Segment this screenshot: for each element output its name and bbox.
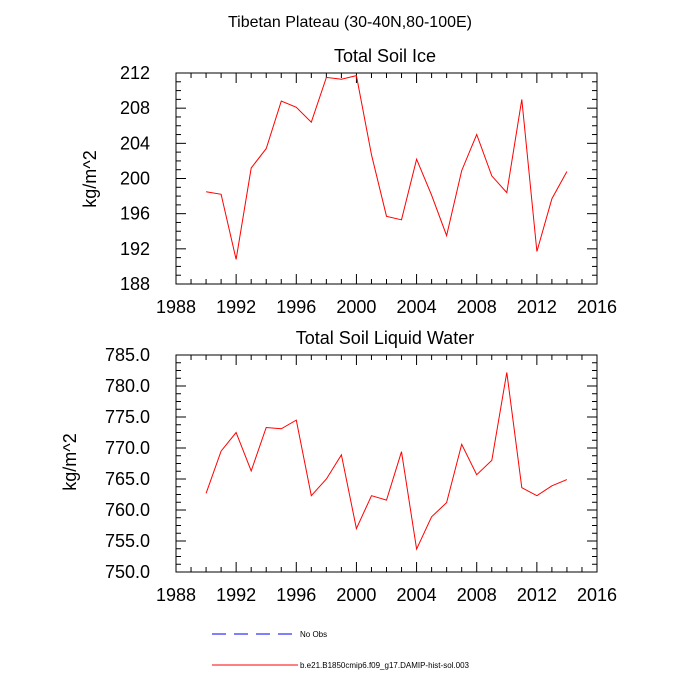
- panel-title: Total Soil Liquid Water: [296, 328, 474, 348]
- legend-label-no-obs: No Obs: [300, 630, 327, 639]
- x-tick-label: 2004: [397, 585, 437, 605]
- x-tick-label: 1992: [216, 585, 256, 605]
- series-line: [205, 372, 568, 551]
- series-line: [206, 74, 568, 260]
- chart-panel-soil-ice: Total Soil Ice kg/m^2 1988 1992 1996 2000 20…: [80, 46, 617, 317]
- y-axis-label: kg/m^2: [80, 150, 100, 207]
- plot-frame: [175, 354, 598, 573]
- chart-panel-soil-liquid-water: Total Soil Liquid Water kg/m^2 1988 1992 1…: [60, 328, 617, 605]
- y-tick-label: 765.0: [105, 469, 150, 489]
- x-tick-label: 1988: [156, 297, 196, 317]
- x-tick-label: 2012: [517, 297, 557, 317]
- y-tick-label: 192: [120, 239, 150, 259]
- y-tick-label: 755.0: [105, 531, 150, 551]
- x-tick-label: 1988: [156, 585, 196, 605]
- x-tick-label: 2016: [577, 297, 617, 317]
- panel-title: Total Soil Ice: [334, 46, 436, 66]
- y-tick-label: 204: [120, 133, 150, 153]
- legend: No Obs b.e21.B1850cmip6.f09_g17.DAMIP-hi…: [212, 630, 470, 670]
- legend-label-model-run: b.e21.B1850cmip6.f09_g17.DAMIP-hist-sol.…: [300, 661, 470, 670]
- x-tick-label: 1996: [276, 297, 316, 317]
- x-tick-label: 2008: [457, 297, 497, 317]
- y-tick-label: 208: [120, 98, 150, 118]
- x-tick-label: 2000: [336, 585, 376, 605]
- y-tick-label: 780.0: [105, 376, 150, 396]
- x-tick-label: 2008: [457, 585, 497, 605]
- y-tick-label: 760.0: [105, 500, 150, 520]
- x-tick-label: 1996: [276, 585, 316, 605]
- y-tick-label: 196: [120, 204, 150, 224]
- y-tick-label: 785.0: [105, 345, 150, 365]
- y-tick-label: 200: [120, 169, 150, 189]
- x-tick-label: 2004: [397, 297, 437, 317]
- y-tick-label: 188: [120, 274, 150, 294]
- figure-title: Tibetan Plateau (30-40N,80-100E): [228, 14, 472, 31]
- y-axis-label: kg/m^2: [60, 433, 80, 490]
- plot-frame: [175, 72, 598, 285]
- x-tick-label: 2016: [577, 585, 617, 605]
- x-tick-label: 2012: [517, 585, 557, 605]
- y-tick-label: 770.0: [105, 438, 150, 458]
- y-tick-label: 775.0: [105, 407, 150, 427]
- x-tick-label: 2000: [336, 297, 376, 317]
- x-tick-label: 1992: [216, 297, 256, 317]
- y-tick-label: 212: [120, 63, 150, 83]
- y-tick-label: 750.0: [105, 562, 150, 582]
